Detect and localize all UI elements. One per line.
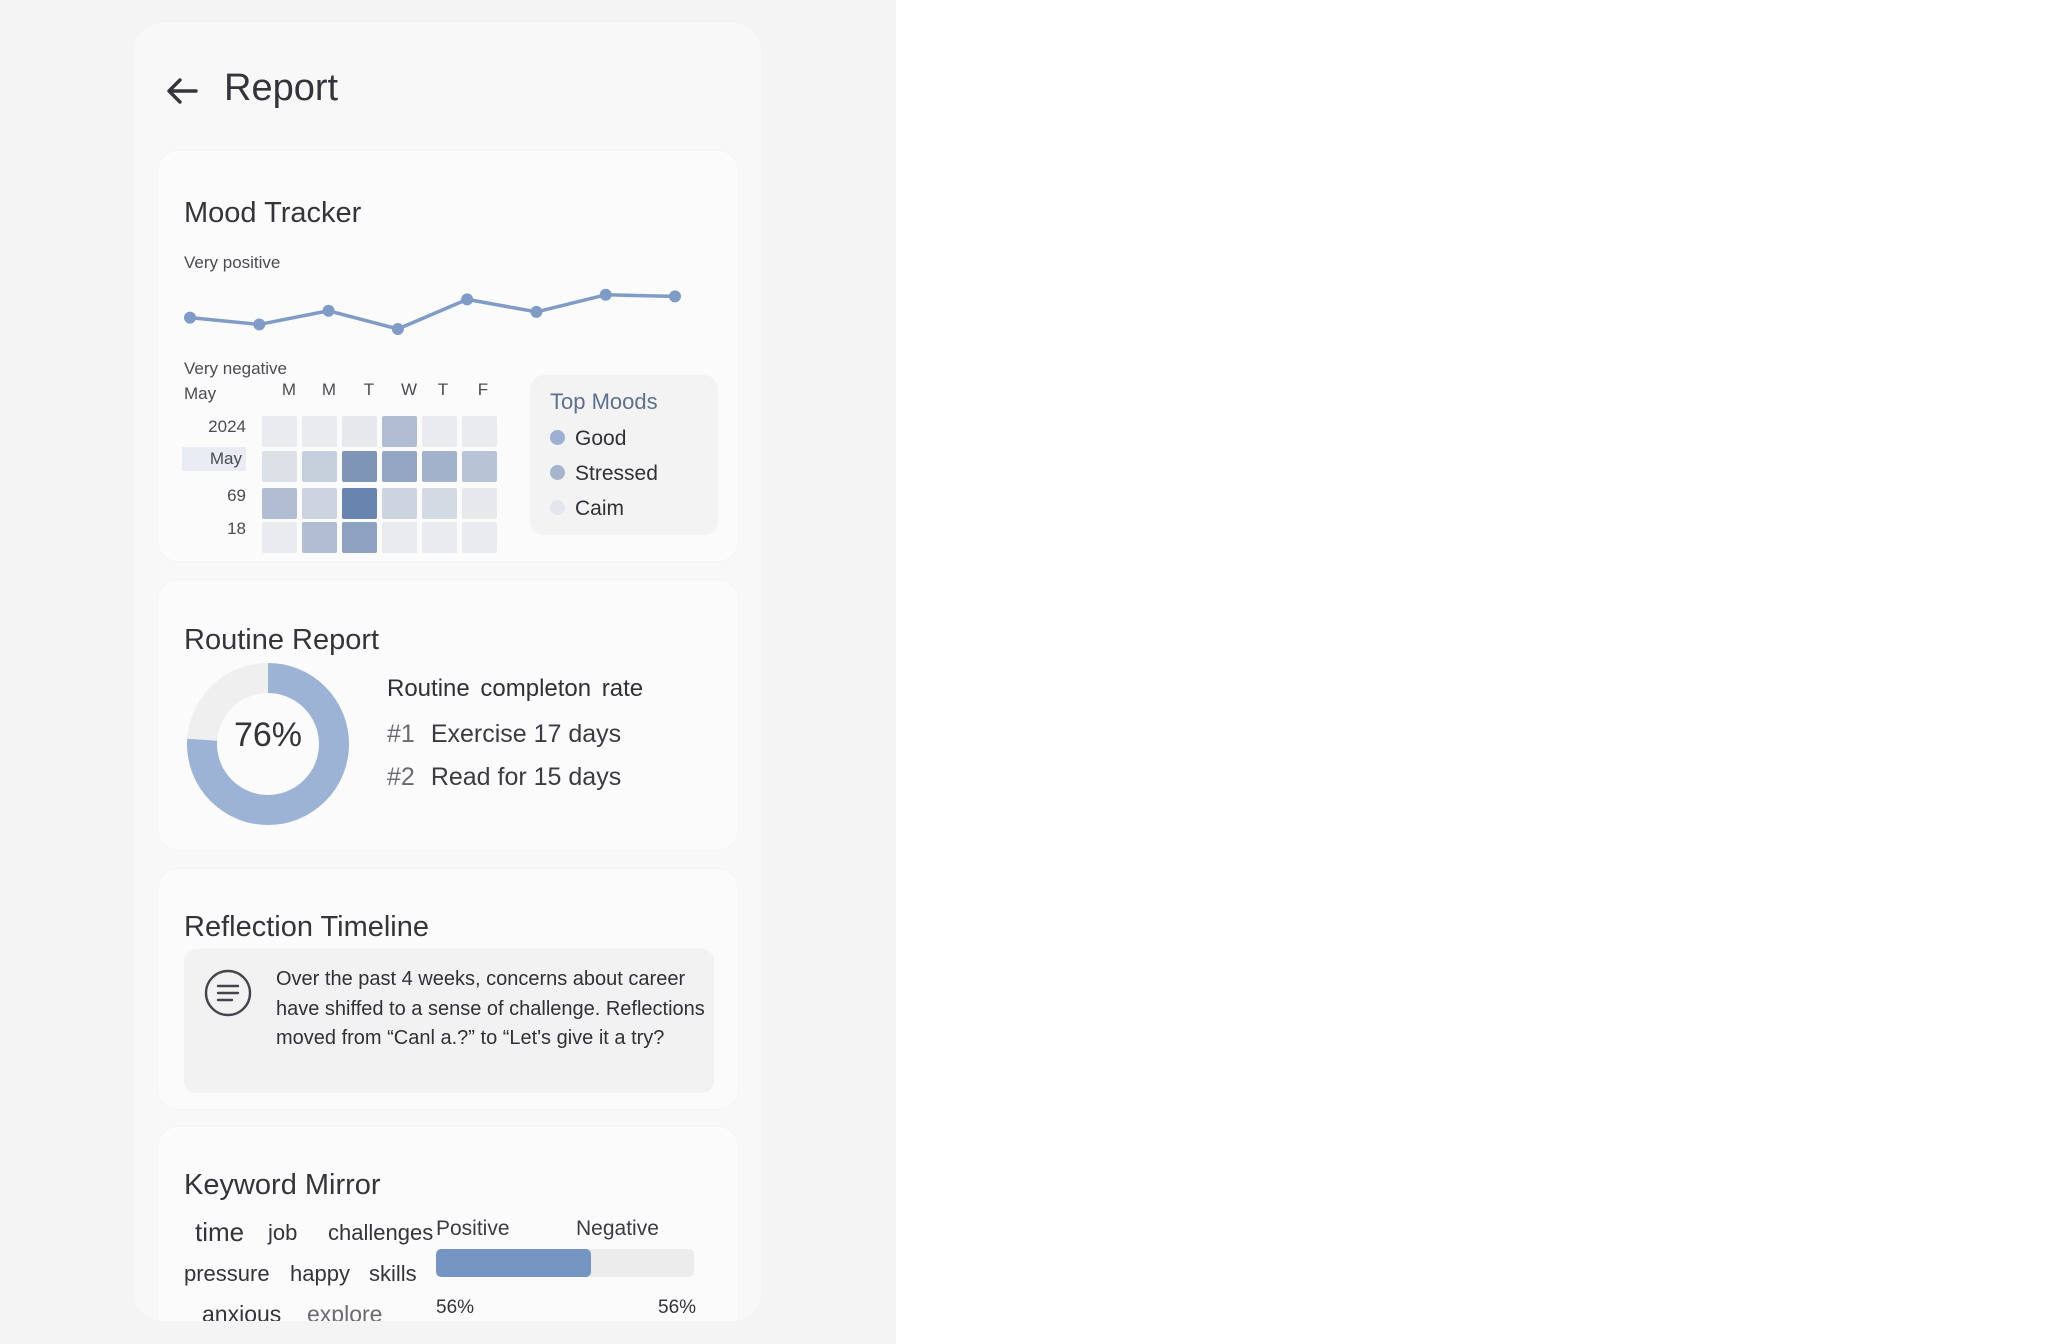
heatmap-row-label: May bbox=[184, 384, 217, 403]
reflection-summary: Over the past 4 weeks, concerns about ca… bbox=[184, 949, 714, 1093]
heatmap-cell[interactable] bbox=[422, 488, 457, 519]
heatmap-cell[interactable] bbox=[262, 488, 297, 519]
heatmap-day-label: M bbox=[281, 380, 297, 399]
heatmap-cell[interactable] bbox=[262, 522, 297, 553]
positive-label: Positive bbox=[436, 1217, 510, 1240]
app-background: Report Mood Tracker Very positive Very n… bbox=[0, 0, 896, 1344]
negative-label: Negative bbox=[576, 1217, 659, 1240]
keyword-explore[interactable]: explore bbox=[307, 1301, 383, 1321]
completion-percent: 76% bbox=[233, 716, 303, 754]
reflection-text: Over the past 4 weeks, concerns about ca… bbox=[276, 968, 705, 1049]
mood-point bbox=[669, 290, 681, 303]
heatmap-row-label: 69 bbox=[227, 486, 246, 505]
routine-report-card: Routine Report 76% Routine completon rat… bbox=[158, 580, 738, 850]
routine-item-2: #2 Read for 15 days bbox=[387, 763, 621, 792]
heatmap-cell[interactable] bbox=[382, 416, 417, 447]
heatmap-day-label: T bbox=[363, 380, 375, 399]
mood-item-stressed: Stressed bbox=[550, 460, 658, 488]
donut-progress-arc bbox=[187, 663, 349, 825]
heatmap-cell[interactable] bbox=[422, 522, 457, 553]
mood-point bbox=[253, 318, 266, 331]
mood-point bbox=[322, 304, 335, 317]
completion-rate-label: Routine completon rate bbox=[387, 675, 644, 702]
heatmap-cell[interactable] bbox=[302, 522, 337, 553]
keyword-challenges[interactable]: challenges bbox=[328, 1220, 434, 1245]
heatmap-cell[interactable] bbox=[382, 488, 417, 519]
routine-item-text: Read for 15 days bbox=[430, 763, 622, 791]
positive-bar-fill bbox=[436, 1249, 591, 1277]
mood-item-calm: Caim bbox=[550, 495, 624, 523]
heatmap-cell[interactable] bbox=[462, 416, 497, 447]
reflection-timeline-title: Reflection Timeline bbox=[184, 911, 429, 943]
report-screen: Report Mood Tracker Very positive Very n… bbox=[134, 23, 761, 1321]
top-moods-panel: Top Moods Good Stressed Caim bbox=[530, 375, 718, 535]
rank-label: #1 bbox=[387, 720, 415, 748]
keyword-time[interactable]: time bbox=[195, 1217, 245, 1247]
keyword-mirror-card: Keyword Mirror time job challenges press… bbox=[158, 1127, 738, 1321]
heatmap-row-label: 2024 bbox=[208, 417, 246, 436]
mood-point bbox=[599, 288, 612, 301]
heatmap-cell[interactable] bbox=[342, 451, 377, 482]
mood-point bbox=[530, 305, 543, 318]
completion-donut-chart bbox=[187, 663, 349, 825]
negative-percent: 56% bbox=[658, 1297, 697, 1318]
very-positive-label: Very positive bbox=[184, 253, 281, 272]
routine-item-text: Exercise 17 days bbox=[430, 720, 622, 748]
routine-item-1: #1 Exercise 17 days bbox=[387, 720, 621, 749]
mood-point bbox=[391, 323, 404, 335]
heatmap-cell[interactable] bbox=[382, 451, 417, 482]
reflection-timeline-card: Reflection Timeline Over the past 4 week… bbox=[158, 869, 738, 1109]
heatmap-cell[interactable] bbox=[302, 416, 337, 447]
keyword-pressure[interactable]: pressure bbox=[184, 1261, 270, 1286]
keyword-happy[interactable]: happy bbox=[290, 1261, 350, 1286]
top-moods-title: Top Moods bbox=[550, 389, 658, 414]
heatmap-cell[interactable] bbox=[342, 488, 377, 519]
mood-point bbox=[184, 311, 196, 324]
mood-line bbox=[189, 293, 676, 331]
keyword-mirror-title: Keyword Mirror bbox=[184, 1169, 381, 1201]
heatmap-cell[interactable] bbox=[342, 522, 377, 553]
mood-dot-icon bbox=[550, 499, 565, 515]
mood-point bbox=[461, 293, 474, 306]
heatmap-cell[interactable] bbox=[262, 416, 297, 447]
keyword-job[interactable]: job bbox=[268, 1220, 298, 1245]
heatmap-cell[interactable] bbox=[462, 522, 497, 553]
heatmap-row-label: 18 bbox=[227, 519, 246, 538]
heatmap-cell[interactable] bbox=[462, 451, 497, 482]
summary-lines-icon bbox=[204, 969, 252, 1017]
mood-tracker-title: Mood Tracker bbox=[184, 197, 362, 229]
heatmap-cell[interactable] bbox=[422, 451, 457, 482]
heatmap-cell[interactable] bbox=[302, 451, 337, 482]
header: Report bbox=[134, 23, 761, 153]
heatmap-row-label: May bbox=[182, 447, 246, 471]
heatmap-day-label: W bbox=[400, 380, 418, 399]
heatmap-cell[interactable] bbox=[342, 416, 377, 447]
rank-label: #2 bbox=[387, 763, 415, 791]
heatmap-day-label: F bbox=[477, 380, 489, 399]
heatmap-cell[interactable] bbox=[302, 488, 337, 519]
keyword-anxious[interactable]: anxious bbox=[202, 1301, 282, 1321]
very-negative-label: Very negative bbox=[184, 359, 288, 378]
mood-dot-icon bbox=[550, 429, 565, 445]
page-title: Report bbox=[224, 67, 339, 109]
positive-percent: 56% bbox=[436, 1297, 475, 1318]
keyword-skills[interactable]: skills bbox=[369, 1261, 417, 1286]
heatmap-cell[interactable] bbox=[382, 522, 417, 553]
heatmap-cell[interactable] bbox=[262, 451, 297, 482]
mood-dot-icon bbox=[550, 464, 565, 480]
heatmap-cell[interactable] bbox=[422, 416, 457, 447]
heatmap-day-label: T bbox=[437, 380, 449, 399]
mood-item-good: Good bbox=[550, 425, 626, 453]
mood-line-chart bbox=[184, 288, 681, 335]
heatmap-day-label: M bbox=[321, 380, 337, 399]
routine-report-title: Routine Report bbox=[184, 624, 380, 656]
back-arrow-icon[interactable] bbox=[162, 71, 202, 111]
heatmap-cell[interactable] bbox=[462, 488, 497, 519]
sentiment-bar bbox=[436, 1249, 694, 1277]
mood-tracker-card: Mood Tracker Very positive Very negative… bbox=[158, 151, 738, 561]
